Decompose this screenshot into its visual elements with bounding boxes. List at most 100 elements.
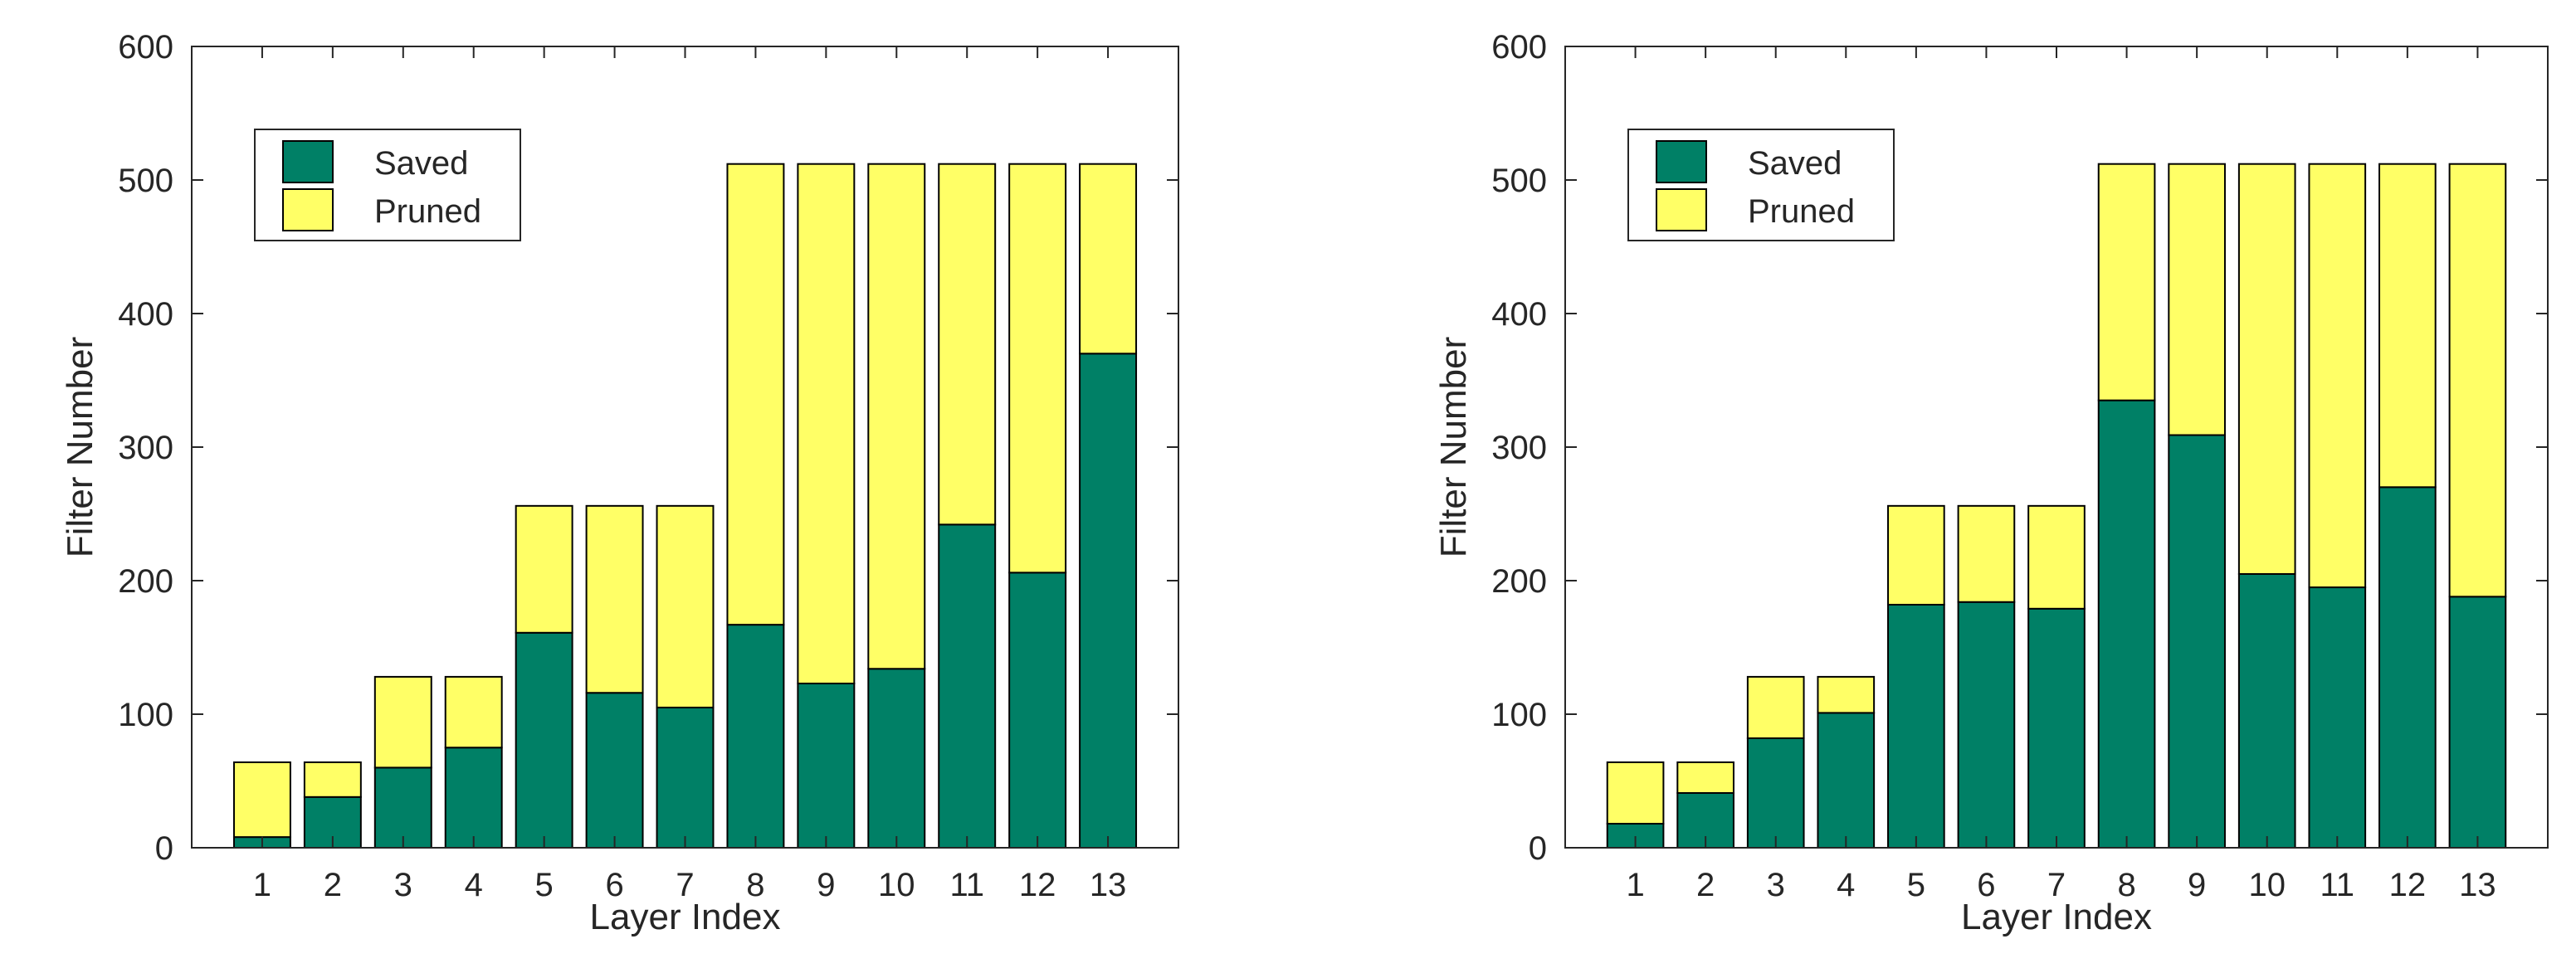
chart-left-x-tick-label-13: 13 [1090, 867, 1127, 903]
chart-right-bar-pruned-layer-5 [1887, 504, 1945, 606]
chart-right-legend-swatch-pruned [1656, 188, 1707, 231]
chart-left-legend-swatch-saved [282, 140, 334, 183]
chart-left-x-tick-label-4: 4 [465, 867, 483, 903]
chart-right-x-tick-label-3: 3 [1767, 867, 1785, 903]
chart-right-x-tick-label-13: 13 [2459, 867, 2496, 903]
chart-left-ticks [192, 46, 1178, 849]
chart-left-x-tick-label-1: 1 [253, 867, 271, 903]
chart-right-y-tick-label-400: 400 [1491, 296, 1547, 333]
chart-right-bar-pruned-layer-8 [2097, 163, 2156, 401]
chart-right-bar-saved-layer-7 [2027, 607, 2086, 849]
chart-left-bar-saved-layer-3 [373, 766, 432, 849]
chart-left-bar-pruned-layer-5 [515, 504, 573, 634]
chart-right-bar-saved-layer-13 [2448, 596, 2507, 849]
chart-right-x-tick-label-5: 5 [1907, 867, 1925, 903]
chart-left-bar-pruned-layer-3 [373, 675, 432, 769]
chart-left-y-tick-labels: 0 100 200 300 400 500 600 [118, 29, 173, 867]
chart-left-bar-pruned-layer-7 [656, 504, 715, 708]
chart-left-y-tick-label-200: 200 [118, 563, 173, 600]
chart-right-x-axis-title: Layer Index [1961, 897, 2152, 937]
chart-right-bar-pruned-layer-3 [1746, 675, 1805, 739]
chart-right-x-tick-label-4: 4 [1837, 867, 1855, 903]
chart-left-x-tick-label-6: 6 [605, 867, 623, 903]
chart-left-y-tick-label-600: 600 [118, 29, 173, 66]
chart-right-bar-saved-layer-3 [1746, 737, 1805, 849]
chart-left-bar-saved-layer-6 [585, 692, 644, 849]
chart-right-bar-saved-layer-4 [1817, 712, 1876, 849]
chart-right-bar-pruned-layer-7 [2027, 504, 2086, 610]
chart-left-bar-pruned-layer-1 [232, 761, 291, 839]
chart-left-bar-saved-layer-10 [867, 668, 926, 849]
chart-left-bar-pruned-layer-2 [303, 761, 362, 798]
chart-left-x-tick-label-7: 7 [676, 867, 694, 903]
chart-right-bar-pruned-layer-11 [2308, 163, 2367, 589]
chart-left-bar-saved-layer-13 [1079, 353, 1138, 849]
chart-left-bar-pruned-layer-12 [1008, 163, 1067, 574]
chart-left-legend-label-saved: Saved [374, 145, 468, 182]
chart-left-y-tick-label-100: 100 [118, 697, 173, 733]
chart-left-x-axis-title: Layer Index [590, 897, 781, 937]
chart-left-x-tick-label-8: 8 [746, 867, 764, 903]
chart-right-bar-saved-layer-10 [2237, 572, 2296, 849]
chart-left-bars [232, 163, 1138, 849]
chart-left-x-tick-label-12: 12 [1019, 867, 1056, 903]
chart-left-y-tick-label-300: 300 [118, 430, 173, 466]
chart-right-bar-pruned-layer-1 [1606, 761, 1665, 825]
chart-right-x-tick-label-7: 7 [2047, 867, 2066, 903]
chart-left-bar-saved-layer-9 [797, 682, 856, 849]
chart-left-x-tick-label-5: 5 [535, 867, 554, 903]
chart-right-x-tick-label-9: 9 [2188, 867, 2206, 903]
chart-left-bar-saved-layer-5 [515, 631, 573, 849]
chart-right-x-tick-label-10: 10 [2248, 867, 2286, 903]
chart-right-ticks [1565, 46, 2548, 849]
chart-right-x-tick-label-8: 8 [2117, 867, 2135, 903]
chart-left-y-tick-label-400: 400 [118, 296, 173, 333]
chart-left-x-tick-label-9: 9 [817, 867, 835, 903]
chart-right-bar-pruned-layer-2 [1676, 761, 1734, 794]
chart-left-bar-saved-layer-4 [444, 747, 503, 849]
chart-right-bar-pruned-layer-6 [1957, 504, 2016, 603]
chart-right-legend-swatch-saved [1656, 140, 1707, 183]
chart-left-bar-pruned-layer-13 [1079, 163, 1138, 355]
chart-left-legend: Saved Pruned [254, 129, 521, 241]
chart-left-bar-pruned-layer-6 [585, 504, 644, 694]
chart-right-y-tick-label-100: 100 [1491, 697, 1547, 733]
chart-left-x-tick-label-2: 2 [324, 867, 342, 903]
chart-left-y-axis-title: Filter Number [60, 337, 100, 558]
chart-right-bar-saved-layer-5 [1887, 603, 1945, 849]
chart-left-x-tick-label-11: 11 [949, 867, 984, 903]
chart-right-bar-saved-layer-6 [1957, 601, 2016, 849]
chart-right-x-tick-label-6: 6 [1977, 867, 1995, 903]
chart-left-bar-pruned-layer-4 [444, 675, 503, 749]
chart-right-legend-label-pruned: Pruned [1748, 193, 1855, 230]
chart-left-y-tick-label-500: 500 [118, 163, 173, 199]
chart-right-y-axis-title: Filter Number [1433, 337, 1474, 558]
chart-right-y-tick-labels: 0 100 200 300 400 500 600 [1491, 29, 1547, 867]
chart-left-bar-saved-layer-8 [726, 624, 785, 849]
chart-right-x-tick-label-12: 12 [2389, 867, 2427, 903]
chart-right-bar-pruned-layer-9 [2168, 163, 2226, 436]
chart-left-x-tick-label-10: 10 [878, 867, 915, 903]
chart-right-bar-pruned-layer-13 [2448, 163, 2507, 598]
chart-right-x-tick-label-2: 2 [1696, 867, 1715, 903]
chart-left-x-tick-label-3: 3 [394, 867, 412, 903]
chart-left-bar-pruned-layer-9 [797, 163, 856, 684]
chart-right-x-tick-label-11: 11 [2320, 867, 2355, 903]
chart-left-bar-saved-layer-7 [656, 706, 715, 849]
chart-left-bar-pruned-layer-11 [938, 163, 997, 526]
chart-right-bar-saved-layer-8 [2097, 399, 2156, 849]
chart-right-bars [1606, 163, 2507, 849]
chart-right-bar-pruned-layer-10 [2237, 163, 2296, 575]
chart-right-legend: Saved Pruned [1627, 129, 1895, 241]
chart-right-legend-label-saved: Saved [1748, 145, 1842, 182]
chart-right-y-tick-label-600: 600 [1491, 29, 1547, 66]
chart-right-bar-saved-layer-12 [2378, 486, 2437, 849]
chart-right-bar-saved-layer-9 [2168, 434, 2226, 849]
chart-right-bar-pruned-layer-12 [2378, 163, 2437, 489]
chart-right-bar-saved-layer-11 [2308, 586, 2367, 849]
chart-right-bar-pruned-layer-4 [1817, 675, 1876, 714]
chart-left-x-tick-labels: 1 2 3 4 5 6 7 8 9 10 11 12 13 [253, 867, 1127, 903]
chart-right-y-tick-label-500: 500 [1491, 163, 1547, 199]
